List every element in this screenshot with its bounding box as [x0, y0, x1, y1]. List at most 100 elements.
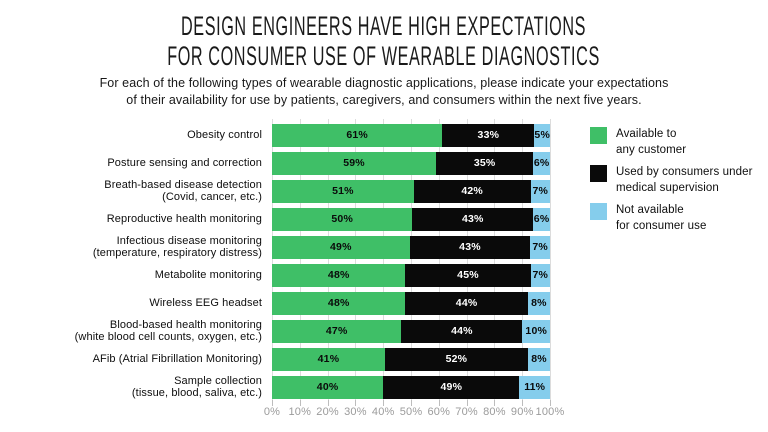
bar-segment-not-available: 8%: [527, 347, 550, 371]
segment-value-label: 45%: [457, 269, 479, 281]
bar-segment-available-any-customer: 48%: [272, 291, 406, 315]
bar-segment-not-available: 7%: [530, 235, 550, 259]
bar-segment-available-any-customer: 49%: [272, 235, 410, 259]
axis-tick: [327, 400, 329, 406]
bar-segment-medical-supervision: 44%: [401, 319, 523, 343]
segment-value-label: 43%: [461, 213, 484, 225]
bar-segment-not-available: 10%: [522, 319, 550, 343]
axis-tick: [522, 400, 524, 406]
axis-tick: [438, 400, 440, 406]
row-label-text: Metabolite monitoring: [154, 268, 262, 281]
gridline: [327, 119, 329, 403]
row-label: Infectious disease monitoring (temperatur…: [0, 235, 272, 260]
legend-label: Used by consumers under medical supervisi…: [616, 164, 753, 196]
row-sublabel-text: (temperature, respiratory distress): [92, 247, 262, 259]
bar-track: 49% 43% 7%: [272, 235, 550, 259]
legend-label: Not available for consumer use: [616, 202, 706, 234]
gridline: [550, 119, 551, 403]
legend-swatch-medical-supervision: [590, 165, 607, 182]
segment-value-label: 50%: [331, 213, 354, 225]
axis-tick: [383, 400, 385, 406]
segment-value-label: 42%: [461, 185, 483, 197]
bar-segment-medical-supervision: 44%: [405, 291, 528, 315]
chart-row: Sample collection (tissue, blood, saliva,…: [0, 373, 550, 401]
row-label-text: Blood-based health monitoring: [109, 318, 262, 331]
row-label-text: Reproductive health monitoring: [106, 212, 262, 225]
row-label: Metabolite monitoring: [0, 269, 272, 282]
bar-segment-medical-supervision: 43%: [409, 235, 531, 259]
row-label-text: Posture sensing and correction: [107, 156, 262, 169]
segment-value-label: 35%: [473, 157, 496, 169]
bar-chart-rows: Obesity control 61% 33% 5% Posture sensing a…: [0, 121, 550, 401]
segment-value-label: 49%: [329, 241, 352, 253]
segment-value-label: 43%: [459, 241, 481, 253]
bar-segment-available-any-customer: 40%: [272, 375, 384, 399]
axis-tick: [355, 400, 357, 406]
segment-value-label: 7%: [532, 269, 549, 281]
axis-tick: [550, 400, 551, 406]
gridlines: [272, 119, 551, 403]
legend-label-line2: any customer: [616, 144, 687, 156]
gridline: [411, 119, 412, 403]
legend-item-not-available: Not available for consumer use: [590, 202, 760, 234]
segment-value-label: 51%: [332, 185, 354, 197]
segment-value-label: 48%: [327, 297, 350, 309]
segment-value-label: 41%: [317, 353, 340, 365]
row-label: AFib (Atrial Fibrillation Monitoring): [0, 353, 272, 366]
bar-segment-medical-supervision: 45%: [405, 263, 531, 287]
x-axis-ticks: [272, 400, 551, 406]
bar-segment-medical-supervision: 43%: [412, 207, 534, 231]
gridline: [438, 119, 440, 403]
row-label: Blood-based health monitoring (white bloo…: [0, 319, 272, 344]
bar-track: 59% 35% 6%: [272, 151, 550, 175]
chart-row: Breath-based disease detection (Covid, ca…: [0, 177, 550, 205]
chart-row: Posture sensing and correction 59% 35% 6%: [0, 149, 550, 177]
gridline: [494, 119, 496, 403]
segment-value-label: 44%: [455, 297, 478, 309]
chart-row: Blood-based health monitoring (white bloo…: [0, 317, 550, 345]
row-label-text: Breath-based disease detection: [104, 178, 262, 191]
segment-value-label: 8%: [531, 353, 547, 365]
axis-tick: [411, 400, 412, 406]
row-label-text: Wireless EEG headset: [149, 296, 262, 309]
row-label-text: Infectious disease monitoring: [116, 234, 262, 247]
segment-value-label: 44%: [451, 325, 473, 337]
bar-segment-available-any-customer: 50%: [272, 207, 413, 231]
segment-value-label: 11%: [524, 381, 546, 393]
bar-track: 61% 33% 5%: [272, 123, 550, 147]
bar-segment-available-any-customer: 51%: [272, 179, 414, 203]
legend: Available to any customer Used by consumer…: [590, 126, 760, 240]
axis-tick: [299, 400, 301, 406]
row-sublabel-text: (tissue, blood, saliva, etc.): [131, 387, 262, 399]
chart-header: DESIGN ENGINEERS HAVE HIGH EXPECTATIONS …: [0, 11, 768, 109]
bar-segment-medical-supervision: 35%: [436, 151, 534, 175]
segment-value-label: 33%: [477, 129, 500, 141]
bar-segment-medical-supervision: 33%: [442, 123, 535, 147]
gridline: [355, 119, 357, 403]
segment-value-label: 7%: [532, 185, 549, 197]
segment-value-label: 52%: [445, 353, 468, 365]
bar-track: 48% 44% 8%: [272, 291, 550, 315]
legend-item-available-any-customer: Available to any customer: [590, 126, 760, 158]
bar-track: 51% 42% 7%: [272, 179, 550, 203]
subtitle-line-1: For each of the following types of weara…: [99, 76, 669, 90]
bar-segment-not-available: 7%: [530, 179, 550, 203]
bar-segment-not-available: 6%: [533, 151, 550, 175]
bar-segment-not-available: 11%: [519, 375, 550, 399]
legend-label-line1: Available to: [616, 128, 677, 140]
bar-segment-available-any-customer: 48%: [272, 263, 406, 287]
bar-segment-medical-supervision: 49%: [383, 375, 520, 399]
legend-item-medical-supervision: Used by consumers under medical supervisi…: [590, 164, 760, 196]
segment-value-label: 47%: [325, 325, 348, 337]
chart-subtitle: For each of the following types of weara…: [0, 75, 768, 109]
x-axis-tick-label: 40%: [371, 406, 395, 418]
legend-swatch-not-available: [590, 203, 607, 220]
row-sublabel-text: (Covid, cancer, etc.): [162, 191, 262, 203]
bar-segment-medical-supervision: 52%: [384, 347, 528, 371]
legend-label-line2: medical supervision: [616, 182, 719, 194]
bar-segment-not-available: 6%: [533, 207, 550, 231]
row-label: Reproductive health monitoring: [0, 213, 272, 226]
chart-row: AFib (Atrial Fibrillation Monitoring) 41%…: [0, 345, 550, 373]
gridline: [272, 119, 273, 403]
